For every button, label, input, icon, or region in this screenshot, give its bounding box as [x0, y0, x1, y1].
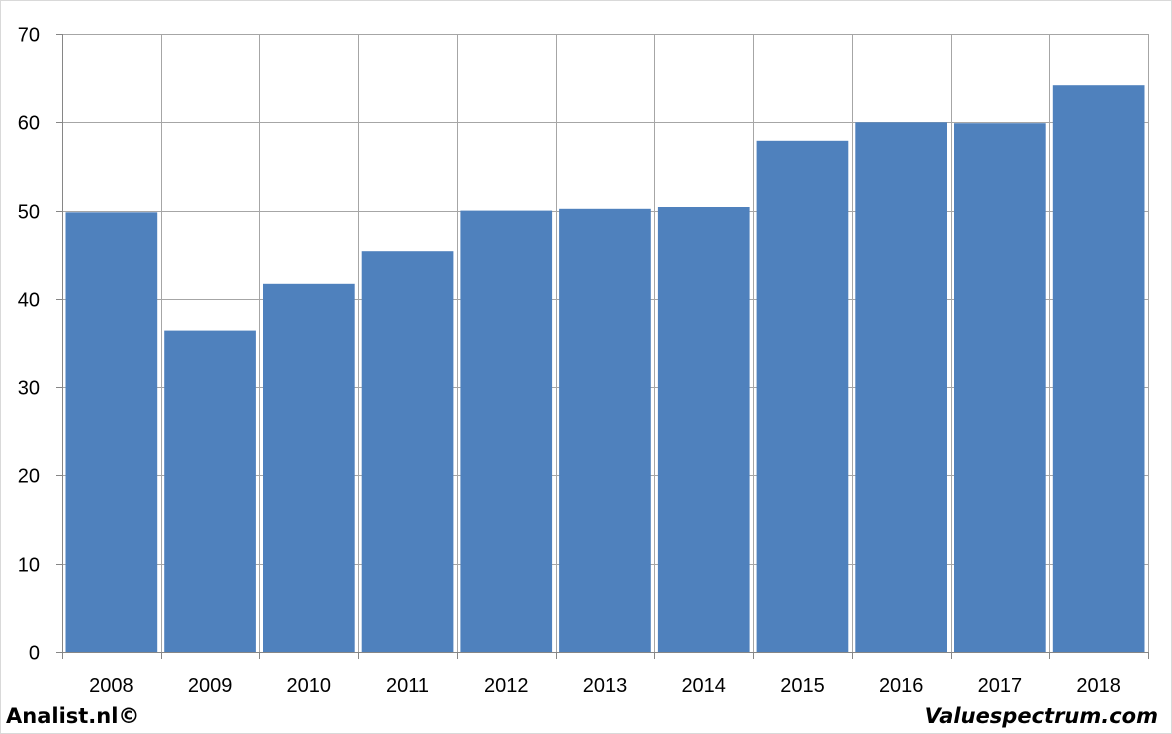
bar-2010	[263, 283, 355, 652]
bar-2014	[657, 207, 750, 652]
bar-2012	[460, 210, 553, 652]
y-tick-label: 50	[18, 202, 40, 224]
bar-2015	[756, 140, 849, 653]
x-tick-label: 2011	[386, 675, 429, 697]
y-tick-label: 70	[18, 25, 40, 47]
bar-2018	[1052, 85, 1145, 652]
bar-2016	[855, 122, 947, 653]
footer-credit-left: Analist.nl©	[6, 704, 140, 728]
x-tick-label: 2008	[89, 675, 134, 697]
bar-2009	[164, 330, 256, 652]
x-tick-label: 2010	[287, 675, 332, 697]
y-tick-label: 10	[18, 555, 40, 577]
axes	[56, 34, 1149, 659]
x-tick-labels: 2008 2009 2010 2011 2012 2013 2014 2015 2016 2017…	[89, 675, 1121, 697]
y-tick-label: 0	[29, 643, 40, 665]
footer-credit-right: Valuespectrum.com	[924, 704, 1158, 728]
x-tick-label: 2012	[484, 675, 529, 697]
bar-2017	[954, 123, 1046, 652]
x-tick-label: 2014	[681, 675, 726, 697]
bar-2008	[65, 212, 158, 653]
x-tick-label: 2009	[188, 675, 233, 697]
x-tick-label: 2016	[879, 675, 924, 697]
x-tick-label: 2018	[1076, 675, 1121, 697]
y-tick-labels: 0 10 20 30 40 50 60 70	[18, 25, 40, 665]
bars	[65, 85, 1145, 653]
x-tick-label: 2015	[780, 675, 825, 697]
bar-2013	[559, 208, 651, 653]
bar-2011	[361, 251, 454, 652]
y-tick-label: 40	[18, 290, 40, 312]
y-tick-label: 30	[18, 378, 40, 400]
y-tick-label: 20	[18, 466, 40, 488]
x-tick-label: 2017	[978, 675, 1023, 697]
x-tick-label: 2013	[583, 675, 628, 697]
y-tick-label: 60	[18, 113, 40, 135]
